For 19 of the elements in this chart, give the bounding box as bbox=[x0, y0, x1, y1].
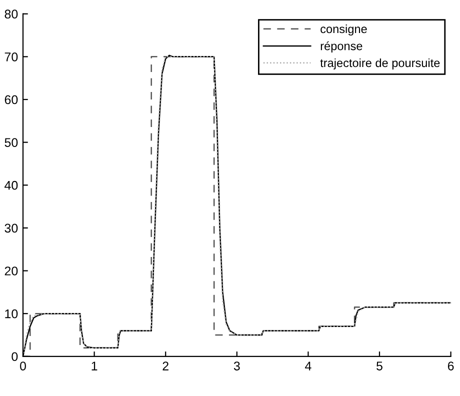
x-tick-label: 3 bbox=[234, 362, 240, 370]
y-tick-label: 10 bbox=[5, 309, 18, 318]
y-tick-label: 40 bbox=[4, 180, 18, 190]
x-tick-label: 5 bbox=[376, 362, 382, 370]
legend-label: trajectoire de poursuite bbox=[320, 58, 440, 70]
legend-label: consigne bbox=[320, 24, 367, 36]
y-tick-label: 80 bbox=[4, 10, 18, 19]
y-tick-label: 70 bbox=[4, 52, 18, 62]
y-tick-label: 50 bbox=[4, 138, 18, 147]
x-tick-label: 6 bbox=[448, 362, 454, 370]
legend-label: réponse bbox=[320, 41, 362, 53]
y-tick-label: 20 bbox=[4, 266, 18, 276]
x-tick-label: 1 bbox=[92, 362, 98, 370]
y-tick-label: 0 bbox=[12, 352, 18, 362]
y-tick-label: 30 bbox=[4, 224, 18, 233]
x-tick-label: 0 bbox=[20, 362, 26, 370]
y-tick-label: 60 bbox=[4, 95, 18, 104]
x-tick-label: 2 bbox=[162, 362, 168, 370]
x-tick-label: 4 bbox=[305, 362, 312, 370]
